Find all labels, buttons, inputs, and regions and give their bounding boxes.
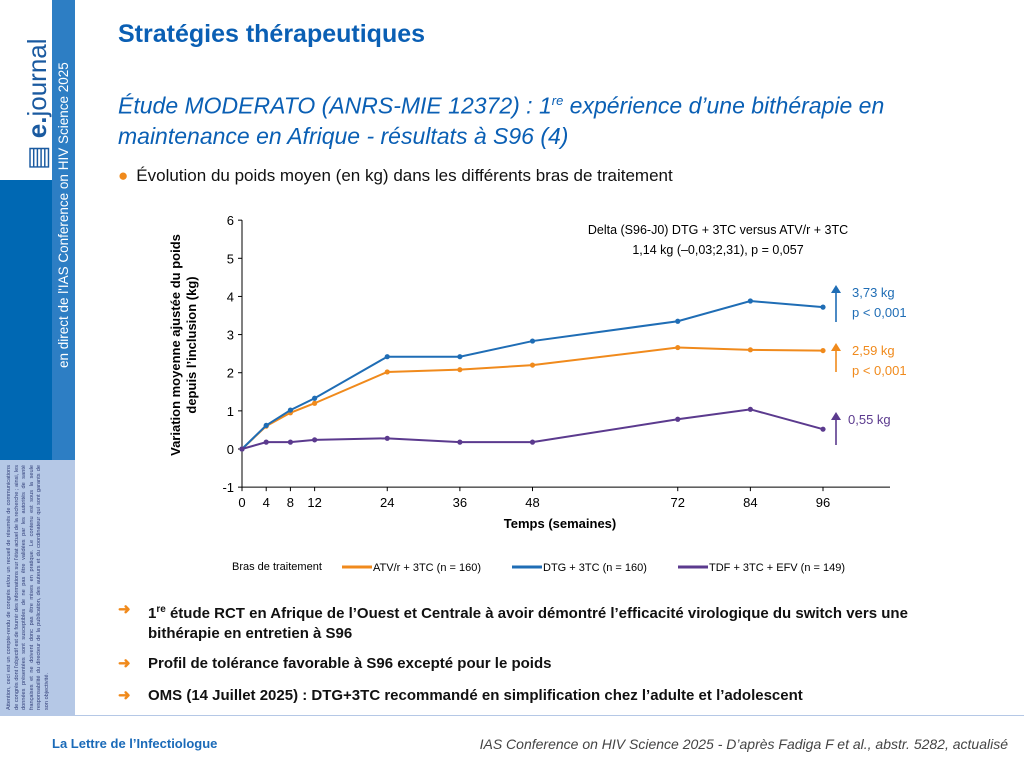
data-point bbox=[675, 344, 681, 351]
series-result-label: p < 0,001 bbox=[852, 363, 907, 378]
arrow-up-icon bbox=[831, 412, 841, 420]
data-point bbox=[675, 416, 681, 422]
data-point bbox=[529, 338, 536, 344]
arrow-icon: ➜ bbox=[118, 601, 131, 618]
data-point bbox=[384, 369, 390, 375]
disclaimer-block: Attention, ceci est un compte-rendu de c… bbox=[0, 460, 75, 716]
event-strip: en direct de l'IAS Conference on HIV Sci… bbox=[52, 0, 75, 460]
x-tick-label: 36 bbox=[453, 495, 467, 510]
data-point bbox=[747, 406, 753, 412]
delta-annotation: Delta (S96-J0) DTG + 3TC versus ATV/r + … bbox=[588, 223, 848, 237]
conclusion-1: ➜ 1re étude RCT en Afrique de l’Ouest et … bbox=[118, 601, 908, 642]
data-point bbox=[312, 437, 318, 443]
x-tick-label: 4 bbox=[263, 495, 270, 510]
y-tick-label: -1 bbox=[222, 480, 234, 495]
bullet-point: ● Évolution du poids moyen (en kg) dans l… bbox=[118, 166, 673, 185]
arrow-icon: ➜ bbox=[118, 687, 131, 704]
series-result-label: p < 0,001 bbox=[852, 305, 907, 320]
bullet-dot-icon: ● bbox=[118, 166, 129, 185]
x-tick-label: 0 bbox=[238, 495, 245, 510]
y-tick-label: 4 bbox=[227, 289, 234, 304]
y-axis-title-line2: depuis l’inclusion (kg) bbox=[184, 276, 199, 413]
data-point bbox=[263, 422, 269, 428]
legend-label: TDF + 3TC + EFV (n = 149) bbox=[709, 562, 845, 574]
data-point bbox=[457, 439, 463, 445]
data-point bbox=[287, 407, 294, 413]
y-tick-label: 5 bbox=[227, 251, 234, 266]
x-axis-title: Temps (semaines) bbox=[504, 516, 616, 531]
legend-title: Bras de traitement bbox=[232, 561, 322, 573]
x-tick-label: 96 bbox=[816, 495, 830, 510]
series-result-label: 2,59 kg bbox=[852, 343, 895, 358]
data-point bbox=[263, 439, 269, 445]
conclusion-2: ➜ Profil de tolérance favorable à S96 exc… bbox=[118, 655, 552, 672]
series-line bbox=[241, 346, 824, 450]
page-title: Stratégies thérapeutiques bbox=[118, 20, 426, 48]
data-point bbox=[820, 426, 826, 432]
x-tick-label: 12 bbox=[307, 495, 321, 510]
sidebar: ▤ e.journal en direct de l'IAS Conferenc… bbox=[0, 0, 75, 716]
delta-annotation-line2: 1,14 kg (–0,03;2,31), p = 0,057 bbox=[632, 243, 803, 257]
data-point bbox=[675, 318, 681, 324]
y-tick-label: 6 bbox=[227, 213, 234, 228]
conclusion-3: ➜ OMS (14 Juillet 2025) : DTG+3TC recomma… bbox=[118, 687, 803, 704]
series-line bbox=[241, 408, 824, 450]
data-point bbox=[287, 439, 294, 445]
data-point bbox=[529, 439, 536, 445]
data-point bbox=[820, 304, 826, 310]
y-tick-label: 2 bbox=[227, 366, 234, 381]
sidebar-brand-area bbox=[0, 0, 52, 180]
data-point bbox=[312, 395, 318, 401]
publisher-name: La Lettre de l’Infectiologue bbox=[52, 736, 218, 751]
slide-subtitle: Étude MODERATO (ANRS-MIE 12372) : 1re ex… bbox=[118, 92, 885, 149]
series-result-label: 0,55 kg bbox=[848, 412, 891, 427]
data-point bbox=[747, 298, 753, 304]
footer-divider bbox=[0, 715, 1024, 716]
x-tick-label: 84 bbox=[743, 495, 757, 510]
data-point bbox=[239, 446, 245, 452]
source-citation: IAS Conference on HIV Science 2025 - D’a… bbox=[479, 736, 1008, 752]
y-tick-label: 0 bbox=[227, 442, 234, 457]
data-point bbox=[529, 362, 536, 368]
legend-label: DTG + 3TC (n = 160) bbox=[543, 562, 647, 574]
data-point bbox=[457, 354, 463, 360]
arrow-up-icon bbox=[831, 343, 841, 351]
y-tick-label: 3 bbox=[227, 328, 234, 343]
y-tick-label: 1 bbox=[227, 404, 234, 419]
data-point bbox=[384, 354, 390, 360]
arrow-icon: ➜ bbox=[118, 655, 131, 672]
series-result-label: 3,73 kg bbox=[852, 285, 895, 300]
legend-label: ATV/r + 3TC (n = 160) bbox=[373, 562, 481, 574]
data-point bbox=[457, 367, 463, 373]
x-tick-label: 24 bbox=[380, 495, 394, 510]
sidebar-blue-block bbox=[0, 180, 52, 460]
x-tick-label: 8 bbox=[287, 495, 294, 510]
y-axis-title: Variation moyenne ajustée du poids bbox=[168, 234, 183, 456]
data-point bbox=[747, 347, 753, 353]
data-point bbox=[312, 400, 318, 406]
x-tick-label: 48 bbox=[525, 495, 539, 510]
data-point bbox=[820, 347, 826, 354]
series-line bbox=[241, 300, 824, 450]
data-point bbox=[384, 435, 390, 441]
arrow-up-icon bbox=[831, 285, 841, 293]
x-tick-label: 72 bbox=[671, 495, 685, 510]
